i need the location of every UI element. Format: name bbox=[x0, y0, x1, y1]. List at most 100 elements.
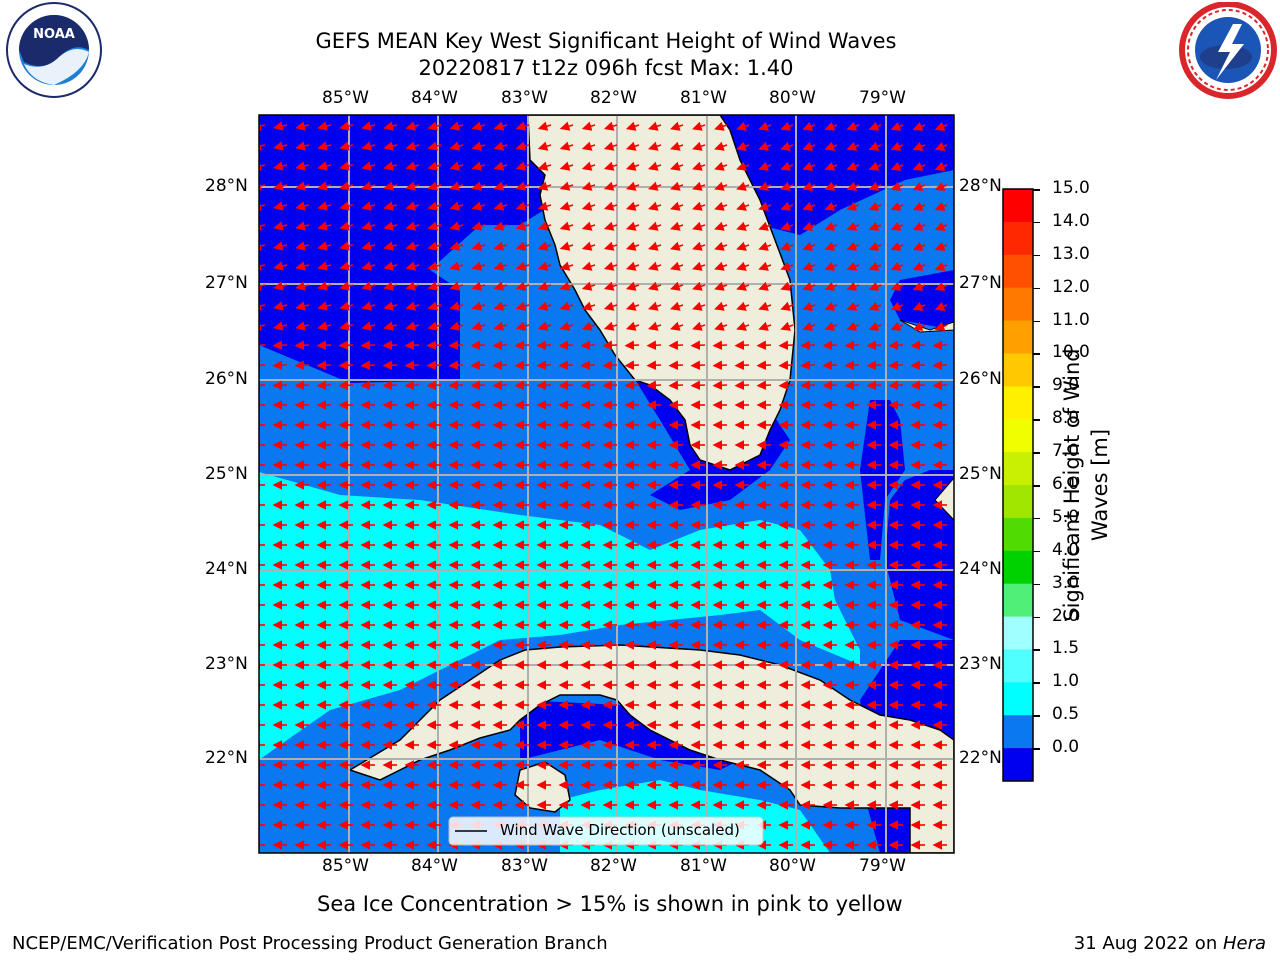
wind-arrow bbox=[912, 241, 926, 251]
wind-arrow bbox=[339, 281, 354, 291]
wind-arrow bbox=[383, 241, 398, 251]
wind-arrow bbox=[339, 261, 354, 271]
wind-arrow bbox=[448, 380, 464, 391]
wind-arrow bbox=[647, 141, 662, 151]
wind-arrow bbox=[383, 141, 398, 151]
footer-date: 31 Aug 2022 on Hera bbox=[1073, 933, 1266, 954]
wind-arrow bbox=[339, 301, 354, 311]
wind-arrow bbox=[603, 181, 618, 191]
wind-arrow bbox=[802, 281, 816, 291]
colorbar-segment bbox=[1003, 748, 1033, 782]
wind-arrow bbox=[625, 181, 640, 191]
wind-arrow bbox=[492, 340, 508, 351]
noaa-logo: NOAA bbox=[6, 2, 102, 98]
wind-arrow bbox=[846, 221, 860, 231]
wind-arrow bbox=[316, 340, 332, 351]
wind-arrow bbox=[295, 221, 310, 231]
wind-arrow bbox=[317, 141, 332, 151]
colorbar-segment bbox=[1003, 419, 1033, 453]
wind-arrow bbox=[934, 161, 948, 171]
colorbar-tick-label: 11.0 bbox=[1052, 309, 1090, 330]
wind-arrow bbox=[580, 380, 596, 391]
wind-arrow bbox=[559, 241, 574, 251]
wind-arrow bbox=[625, 261, 640, 271]
lat-label-right: 28°N bbox=[959, 176, 1002, 196]
wind-arrow bbox=[625, 241, 640, 251]
wind-arrow bbox=[780, 181, 794, 191]
wind-arrow bbox=[736, 281, 750, 291]
wind-arrow bbox=[259, 161, 266, 171]
colorbar-tick-mark bbox=[1033, 550, 1040, 553]
wind-arrow bbox=[780, 121, 794, 131]
wind-arrow bbox=[780, 161, 794, 171]
wind-arrow bbox=[294, 360, 310, 371]
wind-arrow bbox=[259, 281, 266, 291]
colorbar-tick-label: 14.0 bbox=[1052, 210, 1090, 231]
wind-arrow bbox=[603, 121, 618, 131]
wind-arrow bbox=[581, 201, 596, 211]
lat-label-left: 27°N bbox=[205, 273, 248, 293]
wind-arrow bbox=[361, 161, 376, 171]
wind-arrow bbox=[317, 121, 332, 131]
colorbar-tick-label: 2.0 bbox=[1052, 605, 1080, 626]
wind-arrow bbox=[868, 201, 882, 211]
colorbar-segment bbox=[1003, 287, 1033, 322]
colorbar-tick-mark bbox=[1033, 287, 1040, 290]
wind-arrow bbox=[603, 261, 618, 271]
colorbar-tick-mark bbox=[1033, 353, 1040, 355]
colorbar-tick-label: 13.0 bbox=[1052, 243, 1090, 264]
wind-arrow bbox=[734, 360, 750, 371]
wind-arrow bbox=[692, 141, 706, 151]
wind-arrow bbox=[934, 281, 948, 291]
wind-arrow bbox=[670, 161, 684, 171]
wind-arrow bbox=[934, 301, 948, 311]
wind-arrow bbox=[361, 321, 376, 331]
wind-arrow bbox=[802, 181, 816, 191]
wind-arrow bbox=[692, 321, 706, 331]
lon-label-bottom: 79°W bbox=[859, 856, 906, 876]
wind-arrow bbox=[912, 261, 926, 271]
wind-arrow bbox=[910, 380, 926, 391]
wind-arrow bbox=[339, 141, 354, 151]
wind-arrow bbox=[537, 121, 552, 131]
wind-arrow bbox=[758, 221, 772, 231]
colorbar-tick-mark bbox=[1033, 320, 1040, 323]
wind-arrow bbox=[890, 201, 904, 211]
wind-arrow bbox=[670, 281, 684, 291]
wind-arrow bbox=[934, 181, 948, 191]
wind-arrow bbox=[559, 181, 574, 191]
wind-arrow bbox=[580, 360, 596, 371]
wind-arrow bbox=[647, 281, 662, 291]
lon-label-bottom: 81°W bbox=[680, 856, 727, 876]
wind-arrow bbox=[559, 261, 574, 271]
wind-arrow bbox=[449, 261, 464, 271]
nws-logo bbox=[1179, 2, 1277, 99]
wind-arrow bbox=[471, 201, 486, 211]
wind-arrow bbox=[912, 121, 926, 131]
wind-arrow bbox=[780, 221, 794, 231]
wind-arrow bbox=[647, 161, 662, 171]
wind-arrow bbox=[537, 301, 552, 311]
colorbar-segment bbox=[1003, 189, 1033, 223]
colorbar-segment bbox=[1003, 682, 1033, 716]
wind-arrow bbox=[736, 241, 750, 251]
wind-arrow bbox=[581, 141, 596, 151]
wind-arrow bbox=[824, 301, 838, 311]
wind-arrow bbox=[670, 301, 684, 311]
wind-arrow bbox=[712, 380, 728, 391]
wind-arrow bbox=[824, 141, 838, 151]
wind-arrow bbox=[294, 380, 310, 391]
wind-arrow bbox=[758, 141, 772, 151]
wind-arrow bbox=[514, 380, 530, 391]
legend-label: Wind Wave Direction (unscaled) bbox=[500, 821, 740, 839]
wind-arrow bbox=[670, 321, 684, 331]
lon-label-top: 82°W bbox=[590, 88, 637, 108]
wind-arrow bbox=[361, 141, 376, 151]
wind-arrow bbox=[824, 241, 838, 251]
lat-label-left: 24°N bbox=[205, 559, 248, 579]
wind-arrow bbox=[514, 360, 530, 371]
colorbar-tick-label: 1.5 bbox=[1052, 638, 1080, 659]
colorbar-tick-label: 0.5 bbox=[1052, 704, 1080, 725]
wind-arrow bbox=[625, 281, 640, 291]
